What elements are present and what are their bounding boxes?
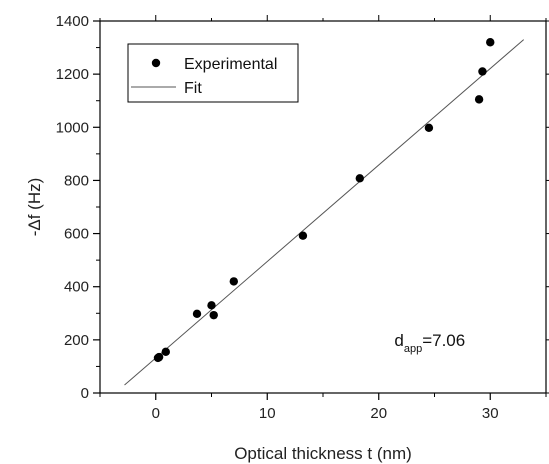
y-tick-label: 1200 — [56, 66, 89, 83]
data-point — [355, 174, 364, 183]
y-tick-label: 400 — [64, 279, 89, 296]
y-axis-title: -Δf (Hz) — [25, 178, 44, 237]
annotation: dapp=7.06 — [394, 331, 465, 355]
x-tick-label: 30 — [482, 405, 499, 422]
x-axis-title: Optical thickness t (nm) — [234, 444, 412, 463]
x-tick-label: 10 — [259, 405, 276, 422]
data-point — [229, 277, 238, 286]
legend-label-fit: Fit — [184, 80, 202, 97]
y-tick-label: 200 — [64, 332, 89, 349]
fit-line — [124, 39, 525, 386]
annotation-subscript: app — [404, 343, 422, 355]
y-tick-label: 1400 — [56, 13, 89, 30]
data-point — [161, 347, 170, 357]
x-tick-label: 20 — [370, 405, 387, 422]
y-tick-label: 0 — [81, 385, 89, 402]
data-point — [154, 352, 164, 362]
annotation-text: dapp=7.06 — [394, 331, 465, 355]
data-point — [478, 67, 487, 76]
data-point — [474, 95, 484, 104]
y-tick-label: 1000 — [56, 119, 89, 136]
y-tick-label: 800 — [64, 172, 89, 189]
data-point — [209, 310, 218, 320]
annotation-main: d — [394, 331, 403, 350]
legend-label-experimental: Experimental — [184, 56, 277, 73]
legend: Experimental Fit — [127, 43, 299, 103]
data-point — [486, 38, 495, 47]
y-tick-label: 600 — [64, 226, 89, 243]
x-tick-label: 0 — [152, 405, 160, 422]
fit-layer — [124, 39, 525, 386]
data-point — [192, 309, 202, 319]
axes: 0 10 20 30 0 200 400 600 800 1000 1200 1400 Optical … — [25, 13, 549, 463]
legend-box — [127, 43, 299, 103]
data-point — [207, 301, 216, 310]
legend-marker-experimental — [151, 58, 161, 68]
annotation-value: =7.06 — [422, 331, 465, 350]
data-point — [424, 123, 434, 133]
points-layer — [153, 38, 495, 363]
data-point — [298, 231, 308, 240]
